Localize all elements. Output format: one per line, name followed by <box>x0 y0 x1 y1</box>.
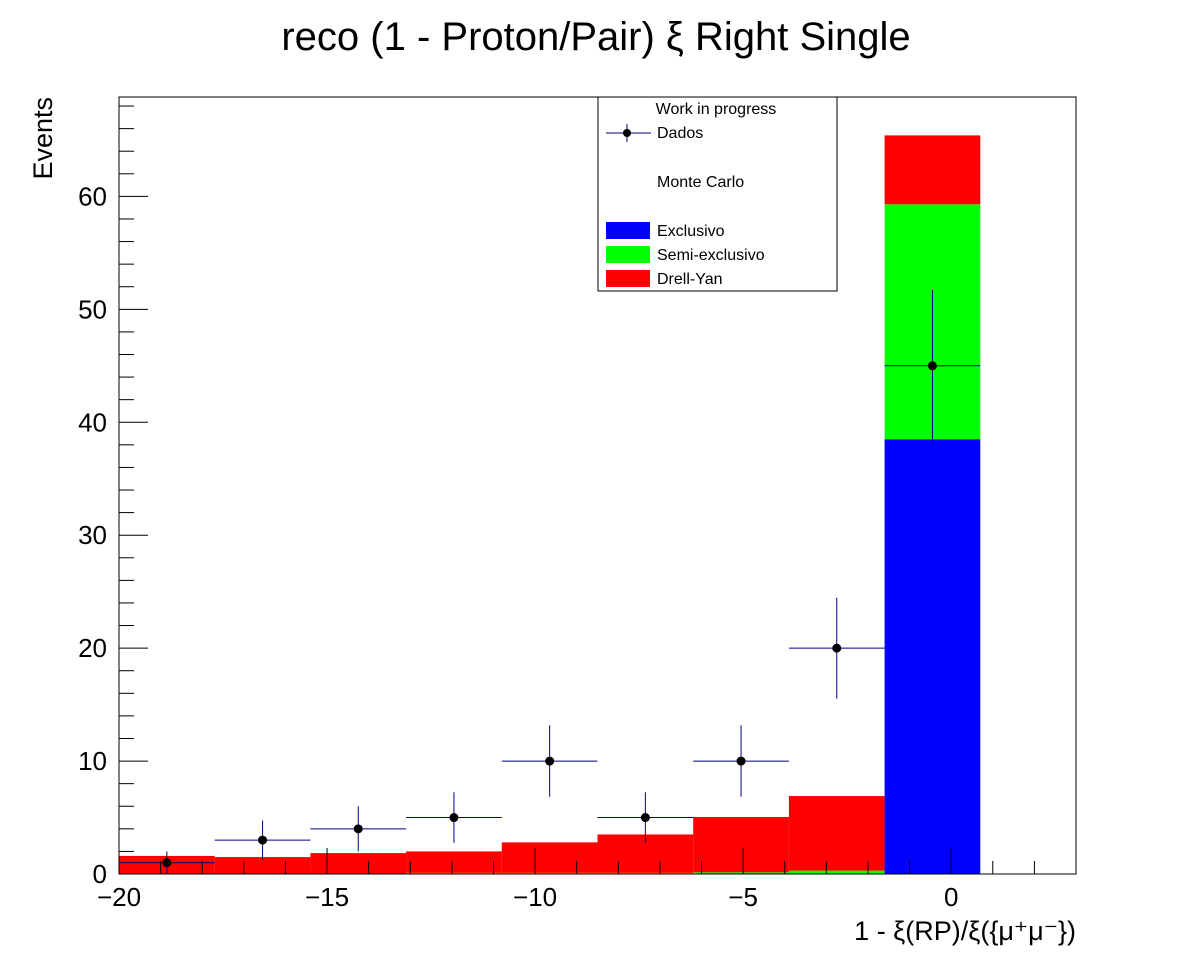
data-point <box>214 820 311 860</box>
data-point <box>310 806 407 852</box>
data-point <box>406 792 502 843</box>
axes: −20 −15 −10 −5 0 0 10 20 30 40 50 60 <box>78 105 1077 912</box>
data-marker <box>353 824 363 834</box>
x-tick-label: 0 <box>944 882 958 912</box>
bar-drell-yan-bin-6 <box>693 816 789 873</box>
x-axis-label: 1 - ξ(RP)/ξ({μ⁺μ⁻}) <box>854 916 1076 946</box>
y-tick-label: 40 <box>78 407 107 437</box>
bar-semi-exclusivo-bin-3 <box>406 872 502 874</box>
y-tick-label: 0 <box>93 859 107 889</box>
legend-swatch-exclusivo <box>606 222 650 239</box>
data-points <box>119 290 981 874</box>
x-tick-label: −20 <box>97 882 141 912</box>
stacked-bars <box>119 135 981 874</box>
x-tick-label: −15 <box>305 882 349 912</box>
data-point <box>119 851 215 874</box>
legend-label-semi-exclusivo: Semi-exclusivo <box>657 247 765 264</box>
chart-title: reco (1 - Proton/Pair) ξ Right Single <box>281 15 910 59</box>
data-point <box>501 725 598 797</box>
legend-label-drell-yan: Drell-Yan <box>657 271 723 288</box>
bar-drell-yan-bin-3 <box>406 851 502 873</box>
data-marker <box>736 756 746 766</box>
y-tick-label: 10 <box>78 746 107 776</box>
y-tick-label: 50 <box>78 294 107 324</box>
data-point <box>693 725 789 797</box>
y-tick-label: 20 <box>78 633 107 663</box>
data-marker <box>162 858 172 868</box>
data-point <box>597 792 694 843</box>
bar-drell-yan-bin-4 <box>501 842 598 873</box>
legend-data-marker <box>606 124 651 142</box>
x-tick-label: −5 <box>728 882 758 912</box>
x-tick-label: −10 <box>513 882 557 912</box>
data-marker <box>545 756 555 766</box>
legend-mc-label: Monte Carlo <box>657 174 744 191</box>
bar-semi-exclusivo-bin-6 <box>693 872 789 874</box>
legend-data-label: Dados <box>657 125 703 142</box>
bar-drell-yan-bin-7 <box>788 796 885 871</box>
bar-drell-yan-bin-2 <box>310 853 407 874</box>
legend: Work in progress Dados Monte Carlo Exclu… <box>597 96 838 292</box>
y-tick-label: 30 <box>78 520 107 550</box>
bar-semi-exclusivo-bin-7 <box>788 870 885 874</box>
legend-label-exclusivo: Exclusivo <box>657 223 725 240</box>
bar-exclusivo-bin-8 <box>884 439 981 874</box>
legend-swatch-semi-exclusivo <box>606 246 650 263</box>
bar-semi-exclusivo-bin-4 <box>501 872 598 874</box>
data-point <box>884 290 981 442</box>
legend-header: Work in progress <box>656 101 777 118</box>
bar-semi-exclusivo-bin-5 <box>597 872 694 874</box>
y-axis-label: Events <box>28 97 58 180</box>
bar-drell-yan-bin-1 <box>214 857 311 874</box>
y-tick-label: 60 <box>78 181 107 211</box>
data-marker <box>640 813 650 823</box>
bar-drell-yan-bin-8 <box>884 135 981 205</box>
data-marker <box>449 813 459 823</box>
data-point <box>788 597 885 699</box>
data-marker <box>258 835 268 845</box>
legend-swatch-drell-yan <box>606 270 650 287</box>
data-marker <box>927 361 937 371</box>
data-marker <box>832 643 842 653</box>
